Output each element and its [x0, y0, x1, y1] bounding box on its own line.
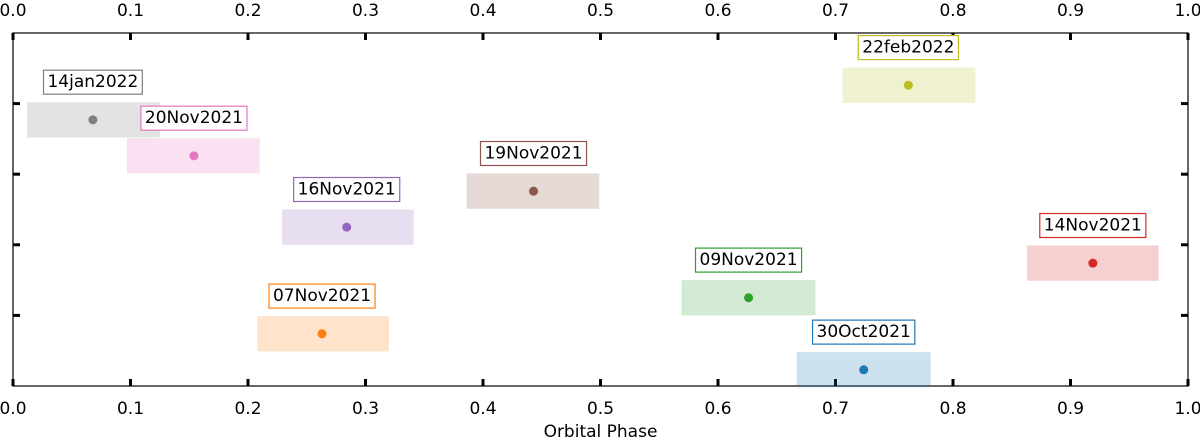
x-tick-label: 0.6	[704, 399, 731, 419]
x-tick-label: 1.0	[1174, 399, 1200, 419]
phase-point	[744, 293, 754, 303]
x-tick-label: 0.7	[822, 399, 849, 419]
x-tick-label: 0.3	[352, 399, 379, 419]
x-tick-label-top: 0.0	[0, 1, 27, 21]
series-label: 20Nov2021	[145, 108, 243, 128]
x-tick-label-top: 0.6	[704, 1, 731, 21]
series-label-box	[694, 247, 803, 273]
x-tick-label-top: 0.7	[822, 1, 849, 21]
series-label-box	[811, 319, 916, 345]
series-label: 16Nov2021	[298, 180, 396, 200]
series-label: 30Oct2021	[817, 322, 911, 342]
series-label-box	[1039, 212, 1147, 239]
x-tick-label-top: 0.1	[117, 1, 144, 21]
x-tick-label: 0.1	[117, 399, 144, 419]
phase-point	[1088, 258, 1098, 268]
phase-point	[189, 151, 199, 161]
x-tick-label-top: 0.5	[587, 1, 614, 21]
x-axis-label: Orbital Phase	[544, 422, 658, 441]
x-tick-label: 0.8	[939, 399, 966, 419]
plot-frame	[12, 32, 1189, 387]
x-tick-label: 0.0	[0, 399, 27, 419]
x-tick-label: 0.2	[234, 399, 261, 419]
series-label-box	[140, 105, 248, 131]
phase-point	[317, 329, 327, 339]
x-tick-label-top: 0.2	[234, 1, 261, 21]
series-label: 07Nov2021	[273, 286, 371, 306]
x-tick-label-top: 0.8	[939, 1, 966, 21]
series-label-box	[268, 283, 376, 309]
phase-point	[88, 115, 98, 125]
phase-point	[903, 80, 913, 90]
x-tick-label-top: 1.0	[1174, 1, 1200, 21]
series-label-box	[42, 69, 143, 95]
x-tick-label-top: 0.4	[469, 1, 496, 21]
series-label: 14jan2022	[47, 72, 138, 92]
phase-point	[529, 186, 539, 196]
series-label: 09Nov2021	[700, 250, 798, 270]
x-tick-label-top: 0.9	[1057, 1, 1084, 21]
series-label: 14Nov2021	[1044, 216, 1142, 236]
x-tick-label: 0.5	[587, 399, 614, 419]
phase-point	[859, 365, 869, 375]
series-label-box	[293, 176, 401, 203]
x-tick-label: 0.9	[1057, 399, 1084, 419]
phase-point	[342, 222, 352, 232]
series-label: 22feb2022	[862, 38, 954, 58]
x-tick-label-top: 0.3	[352, 1, 379, 21]
series-label-box	[479, 140, 588, 167]
series-label: 19Nov2021	[484, 143, 582, 163]
x-tick-label: 0.4	[469, 399, 496, 419]
series-label-box	[857, 34, 960, 61]
